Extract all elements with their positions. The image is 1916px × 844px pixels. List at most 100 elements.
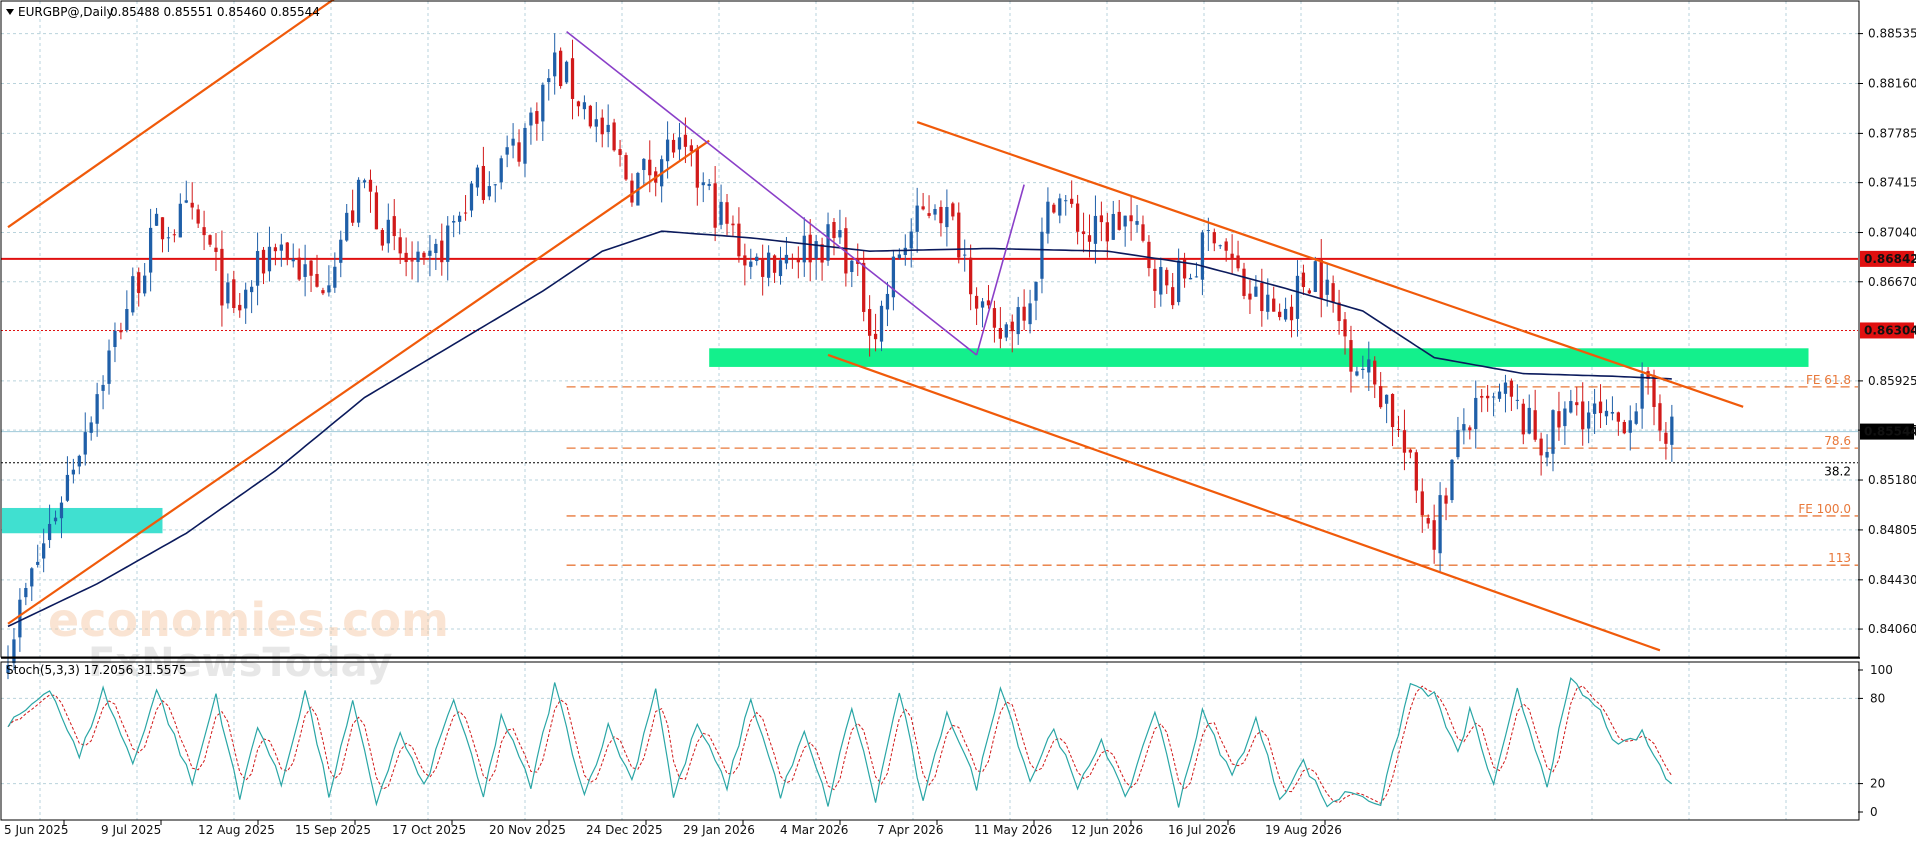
candle-body (1141, 224, 1145, 241)
candle-body (1200, 232, 1205, 280)
candle-body (1521, 403, 1525, 435)
candle-body (903, 247, 907, 256)
candle-body (826, 224, 830, 261)
candle-body (1129, 215, 1133, 222)
candle-body (1402, 430, 1407, 453)
candle-body (1046, 201, 1050, 234)
candle-body (1414, 452, 1418, 491)
candle-body (1331, 283, 1335, 303)
candle-body (671, 139, 676, 153)
candle-body (178, 203, 182, 238)
candle-body (1581, 401, 1585, 430)
candle-body (220, 248, 224, 306)
candle-body (957, 212, 961, 258)
candle-body (980, 301, 985, 308)
price-axis: 0.840600.844300.848050.851800.855550.859… (1858, 27, 1916, 636)
candle-body (1468, 427, 1472, 431)
candle-body (143, 275, 147, 294)
stoch-panel-frame (0, 661, 1860, 821)
time-tick-label: 15 Sep 2025 (295, 823, 371, 837)
stoch-tick-label: 20 (1870, 777, 1885, 791)
candle-body (1266, 294, 1270, 312)
fib-label: 113 (1828, 551, 1851, 565)
candle-body (107, 350, 111, 384)
candle-body (778, 260, 783, 277)
candle-body (1355, 371, 1359, 376)
candle-body (1016, 307, 1020, 335)
candle-body (517, 142, 521, 162)
candle-body (677, 137, 682, 150)
candle-body (737, 223, 741, 257)
candle-body (1064, 200, 1068, 202)
candle-body (1462, 424, 1466, 431)
fib-label: FE 61.8 (1806, 373, 1851, 387)
candle-body (683, 134, 688, 147)
candle-body (1010, 321, 1014, 332)
candle-body (576, 101, 581, 107)
candle-body (1295, 275, 1300, 319)
candle-body (1379, 386, 1383, 408)
candle-body (1384, 394, 1389, 404)
candle-body (1491, 396, 1496, 398)
candle-body (689, 145, 693, 152)
stoch-tick-label: 0 (1870, 805, 1878, 819)
candle-body (59, 502, 64, 519)
candle-body (1497, 391, 1502, 399)
candle-body (446, 225, 450, 262)
collapse-arrow-icon[interactable] (6, 9, 14, 15)
stoch-tick-label: 100 (1870, 663, 1893, 677)
candle-body (766, 252, 771, 278)
fib-label: 78.6 (1824, 434, 1851, 448)
candle-body (154, 213, 159, 226)
candle-body (642, 158, 646, 171)
candle-body (796, 258, 800, 263)
candle-body (523, 127, 527, 164)
candle-body (1165, 269, 1169, 286)
candle-body (719, 201, 723, 225)
watermark-line1: economies.com (48, 593, 449, 647)
candle-body (53, 517, 58, 522)
candle-body (333, 266, 337, 288)
candle-body (469, 183, 474, 211)
candle-body (1099, 215, 1104, 223)
candle-body (844, 228, 848, 274)
horizontal-levels (1, 257, 1858, 433)
candle-body (790, 257, 795, 260)
candle-body (1670, 416, 1674, 445)
candle-body (386, 219, 390, 244)
candle-body (547, 78, 551, 83)
candle-body (945, 207, 949, 228)
price-tick-label: 0.87415 (1868, 176, 1916, 190)
trendline (916, 121, 1744, 408)
ohlc-label: 0.85488 0.85551 0.85460 0.85544 (110, 5, 320, 19)
candle-body (77, 455, 81, 467)
price-tick-label: 0.86670 (1868, 275, 1916, 289)
candle-body (481, 165, 486, 201)
candle-body (1224, 241, 1228, 251)
candle-body (1563, 408, 1567, 427)
candle-body (1278, 311, 1282, 318)
candle-body (380, 230, 384, 246)
stoch-tick-label: 80 (1870, 691, 1885, 705)
candle-body (1093, 215, 1098, 244)
candle-body (1390, 393, 1395, 428)
candle-body (196, 209, 200, 224)
candle-body (351, 210, 355, 223)
candle-body (1486, 395, 1490, 399)
candle-body (1147, 241, 1151, 269)
candle-body (1474, 397, 1478, 430)
candle-body (1343, 319, 1347, 337)
candle-body (897, 254, 901, 259)
price-tick-label: 0.84805 (1868, 523, 1916, 537)
candle-body (1034, 281, 1038, 301)
candle-body (226, 282, 230, 304)
candle-body (1652, 375, 1656, 407)
candle-body (1194, 276, 1199, 278)
candle-body (505, 147, 509, 155)
candle-body (808, 234, 812, 263)
candle-body (303, 264, 307, 277)
candle-body (422, 252, 426, 258)
candle-body (974, 295, 979, 309)
candle-body (1598, 401, 1603, 414)
